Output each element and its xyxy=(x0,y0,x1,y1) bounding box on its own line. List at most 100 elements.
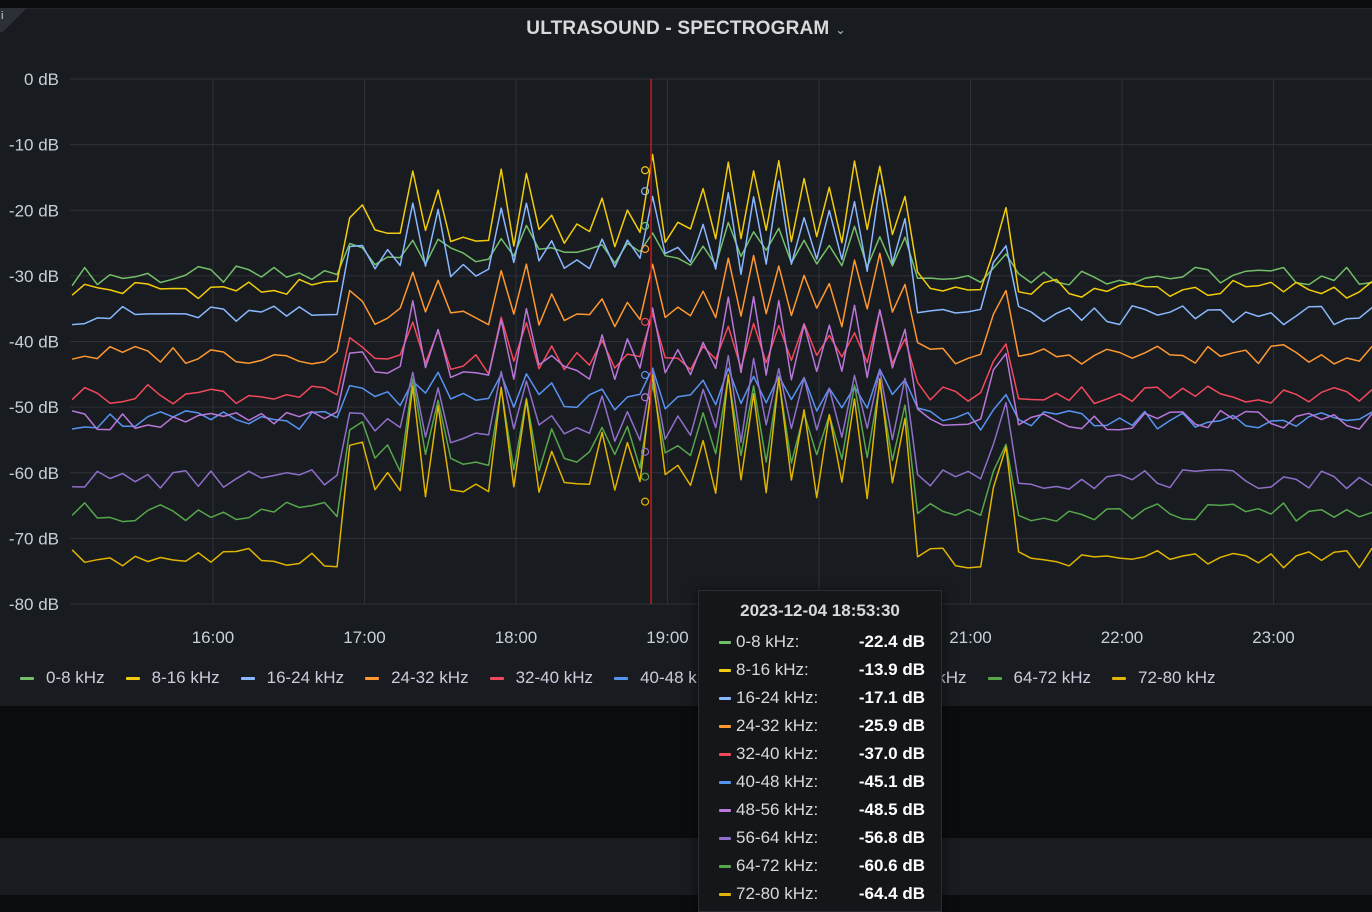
legend-label[interactable]: 64-72 kHz xyxy=(1013,668,1091,687)
legend-label[interactable]: 8-16 kHz xyxy=(151,668,220,687)
legend-label[interactable]: 72-80 kHz xyxy=(1138,668,1216,687)
panel-title-text[interactable]: ULTRASOUND - SPECTROGRAM xyxy=(526,18,830,39)
tooltip-swatch xyxy=(719,753,731,756)
chevron-down-icon[interactable]: ⌄ xyxy=(835,23,846,37)
cursor-point-marker xyxy=(640,187,650,196)
legend-swatch xyxy=(125,676,140,680)
series-line xyxy=(71,367,1372,431)
y-tick-label: -50 dB xyxy=(9,398,59,417)
tooltip-swatch xyxy=(719,669,731,672)
tooltip-swatch xyxy=(719,641,731,644)
tooltip-swatch xyxy=(719,697,731,700)
tooltip-row: 8-16 kHz: -13.9 dB xyxy=(699,657,941,683)
tooltip-series-name: 48-56 kHz: xyxy=(736,800,819,819)
series-line xyxy=(71,153,1372,300)
legend-item[interactable]: 32-40 kHz xyxy=(489,666,594,690)
tooltip-series-value: -45.1 dB xyxy=(858,772,925,791)
tooltip-swatch xyxy=(719,809,731,812)
x-tick-label: 18:00 xyxy=(495,628,538,647)
series-line xyxy=(71,309,1372,405)
tooltip-swatch xyxy=(719,837,731,840)
legend-swatch xyxy=(1112,676,1126,680)
y-tick-label: -70 dB xyxy=(9,529,59,548)
legend-swatch xyxy=(20,676,34,680)
tooltip-series-value: -64.4 dB xyxy=(858,884,925,903)
tooltip-series-value: -60.6 dB xyxy=(858,856,925,875)
tooltip-series-value: -17.1 dB xyxy=(858,688,925,707)
legend-item[interactable]: 16-24 kHz xyxy=(240,666,345,690)
cursor-point-marker xyxy=(640,497,650,506)
hover-tooltip: 2023-12-04 18:53:30 0-8 kHz: -22.4 dB 8-16… xyxy=(698,590,942,912)
chart-legend: 0-8 kHz 8-16 kHz 16-24 kHz 24-32 kHz 32-40 k… xyxy=(20,666,1215,690)
y-tick-label: -20 dB xyxy=(9,201,59,220)
tooltip-series-name: 32-40 kHz: xyxy=(736,744,819,763)
y-tick-label: -40 dB xyxy=(9,333,59,352)
tooltip-time: 2023-12-04 18:53:30 xyxy=(740,601,900,620)
x-tick-label: 17:00 xyxy=(343,628,386,647)
tooltip-series-name: 0-8 kHz: xyxy=(736,632,800,651)
tooltip-series-name: 8-16 kHz: xyxy=(736,660,809,679)
cursor-point-marker xyxy=(640,472,650,481)
legend-item[interactable]: 72-80 kHz xyxy=(1112,666,1215,690)
cursor-point-marker xyxy=(640,393,650,402)
y-tick-label: -60 dB xyxy=(9,464,59,483)
y-tick-label: -30 dB xyxy=(9,267,59,286)
spectrogram-chart[interactable]: 0 dB -10 dB -20 dB -30 dB -40 dB -50 dB -60 dB… xyxy=(0,0,1372,706)
series-line xyxy=(72,354,1372,490)
cursor-point-marker xyxy=(640,447,650,456)
legend-label[interactable]: 32-40 kHz xyxy=(515,668,594,687)
tooltip-row: 48-56 kHz: -48.5 dB xyxy=(699,797,941,823)
legend-item[interactable]: 0-8 kHz xyxy=(20,666,105,690)
info-icon[interactable]: i xyxy=(1,10,4,22)
tooltip-series-name: 16-24 kHz: xyxy=(736,688,819,707)
series-line xyxy=(72,180,1372,326)
tooltip-row: 40-48 kHz: -45.1 dB xyxy=(699,769,941,795)
dashboard-top-strip xyxy=(0,0,1372,8)
tooltip-series-value: -37.0 dB xyxy=(858,744,925,763)
legend-label[interactable]: 0-8 kHz xyxy=(46,668,105,687)
x-tick-label: 23:00 xyxy=(1252,628,1295,647)
legend-swatch xyxy=(240,676,255,680)
tooltip-series-value: -13.9 dB xyxy=(858,660,925,679)
y-tick-label: 0 dB xyxy=(24,70,59,89)
tooltip-series-name: 72-80 kHz: xyxy=(736,884,819,903)
hover-cursor xyxy=(640,79,652,604)
tooltip-series-value: -56.8 dB xyxy=(858,828,925,847)
cursor-point-marker xyxy=(640,317,650,326)
legend-swatch xyxy=(987,676,1002,680)
tooltip-swatch xyxy=(719,865,731,868)
tooltip-row: 72-80 kHz: -64.4 dB xyxy=(699,881,941,907)
tooltip-series-name: 24-32 kHz: xyxy=(736,716,819,735)
tooltip-swatch xyxy=(719,725,731,728)
tooltip-series-value: -48.5 dB xyxy=(858,800,925,819)
panel-info-corner[interactable] xyxy=(0,8,30,32)
tooltip-series-name: 56-64 kHz: xyxy=(736,828,819,847)
legend-item[interactable]: 64-72 kHz xyxy=(987,666,1091,690)
series-line xyxy=(71,221,1372,287)
legend-item[interactable]: 24-32 kHz xyxy=(365,666,469,690)
legend-item[interactable]: 8-16 kHz xyxy=(125,666,220,690)
legend-label[interactable]: 24-32 kHz xyxy=(391,668,469,687)
tooltip-series-name: 40-48 kHz: xyxy=(736,772,819,791)
series-line xyxy=(71,375,1372,523)
cursor-point-marker xyxy=(640,244,650,254)
chart-series xyxy=(71,153,1372,569)
tooltip-series-name: 64-72 kHz: xyxy=(736,856,819,875)
tooltip-row: 56-64 kHz: -56.8 dB xyxy=(699,825,941,851)
tooltip-row: 16-24 kHz: -17.1 dB xyxy=(699,685,941,711)
panel-title[interactable]: ULTRASOUND - SPECTROGRAM ⌄ xyxy=(0,18,1372,40)
x-tick-label: 21:00 xyxy=(949,628,992,647)
tooltip-row: 64-72 kHz: -60.6 dB xyxy=(699,853,941,879)
legend-swatch xyxy=(365,676,380,680)
cursor-point-marker xyxy=(640,166,650,175)
tooltip-series-value: -25.9 dB xyxy=(858,716,925,735)
y-tick-label: -10 dB xyxy=(9,136,59,155)
tooltip-series-value: -22.4 dB xyxy=(858,632,925,651)
x-tick-label: 16:00 xyxy=(192,628,235,647)
legend-label[interactable]: 16-24 kHz xyxy=(266,668,345,687)
legend-swatch xyxy=(489,676,504,680)
cursor-point-marker xyxy=(640,221,650,231)
x-tick-label: 22:00 xyxy=(1101,628,1144,647)
series-line xyxy=(71,295,1372,431)
y-axis: 0 dB -10 dB -20 dB -30 dB -40 dB -50 dB -60 dB… xyxy=(9,70,59,614)
